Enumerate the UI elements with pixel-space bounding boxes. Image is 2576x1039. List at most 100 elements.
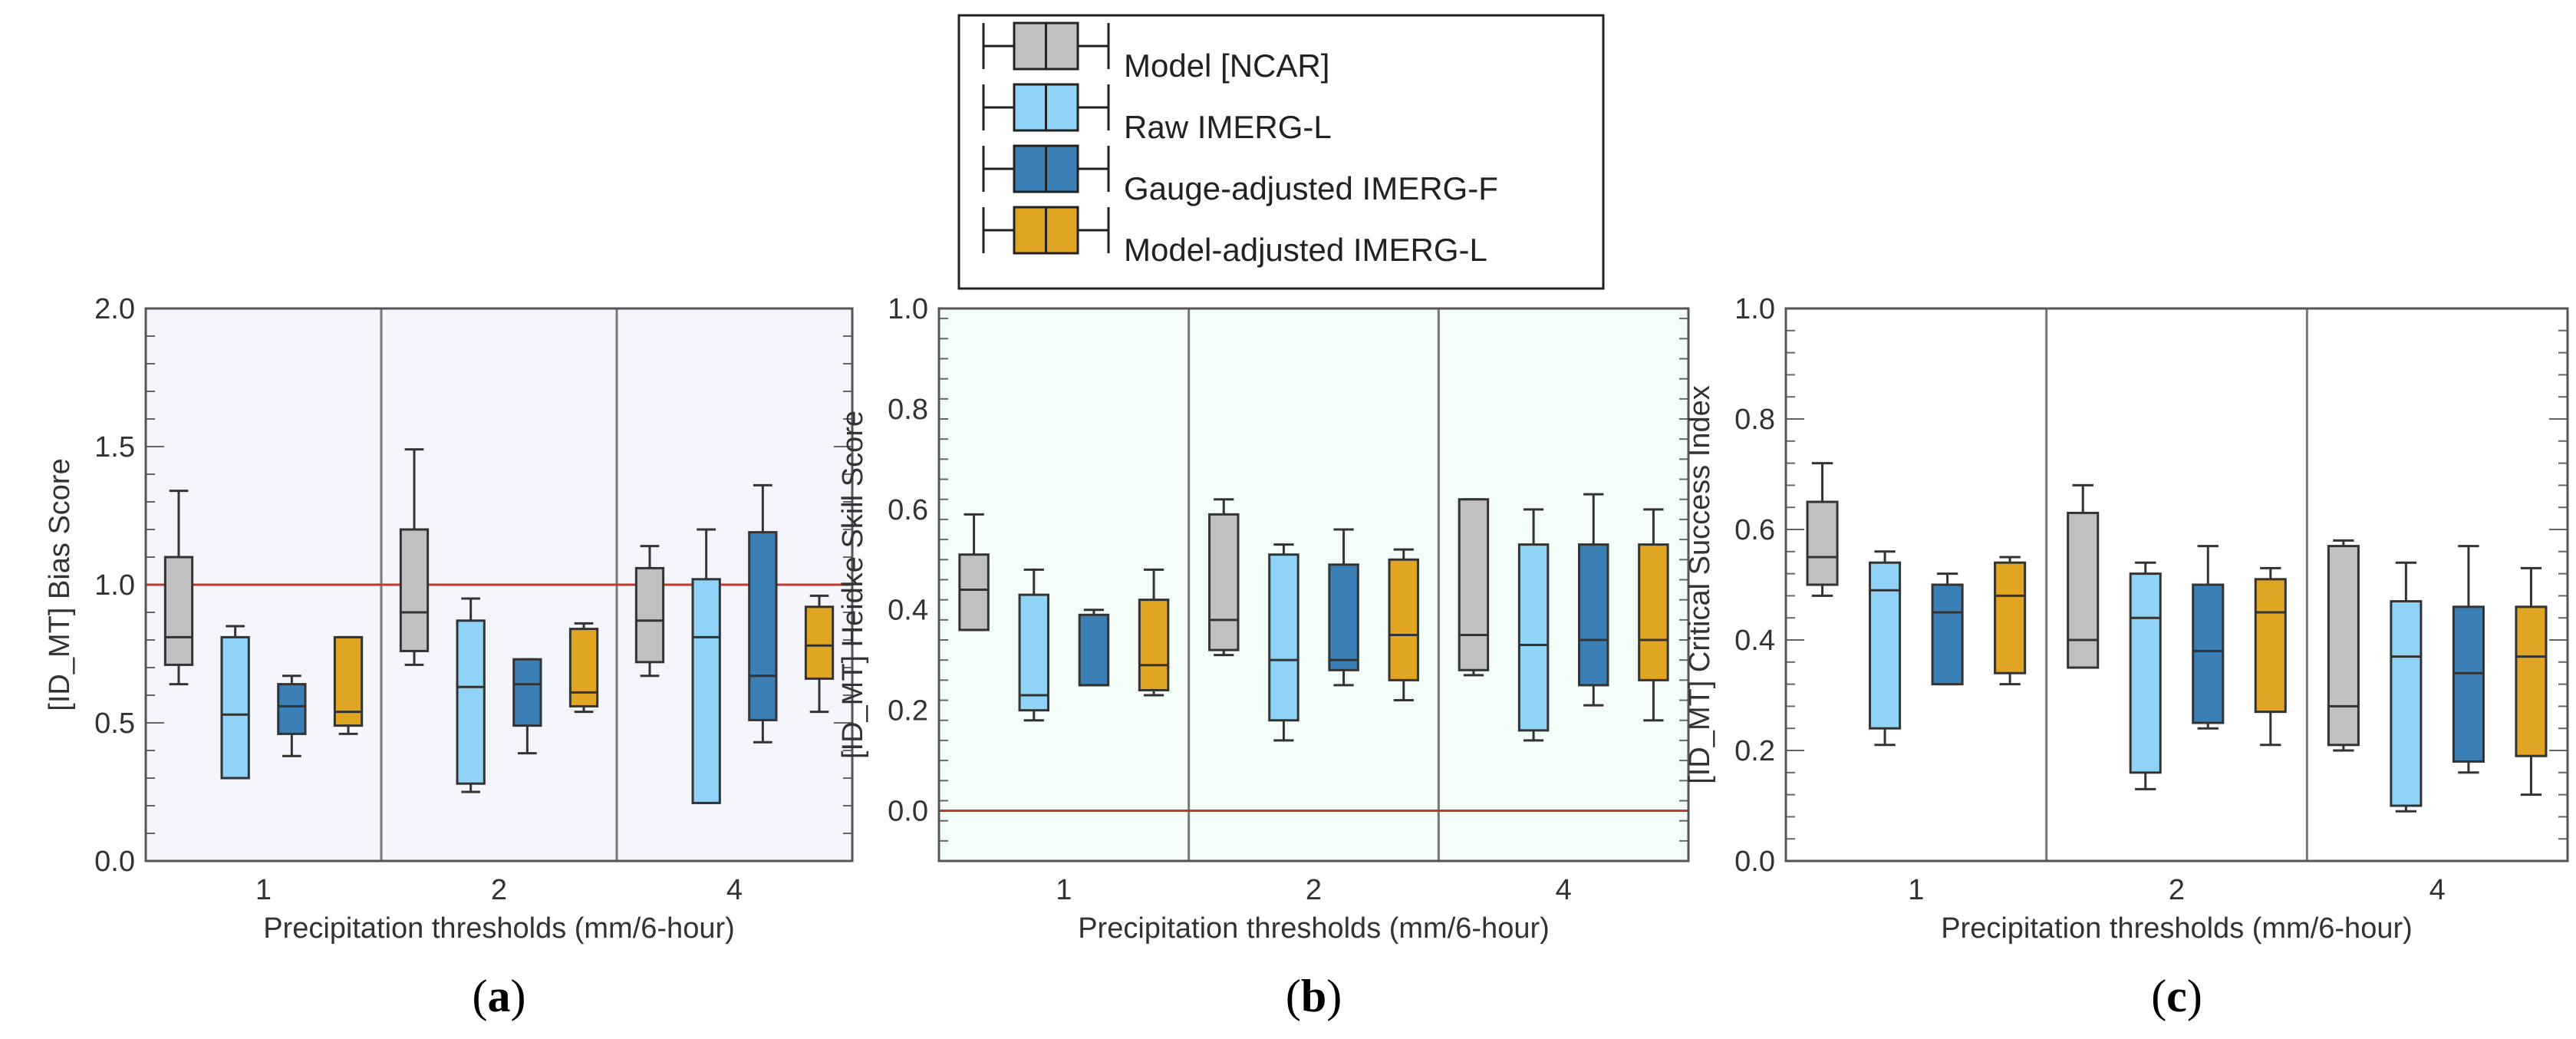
panel-a-box-gauge-imerg-f-2 — [512, 658, 542, 755]
box-iqr — [748, 531, 778, 721]
panel-b-ytick-label: 1.0 — [888, 293, 928, 325]
panel-a-box-raw-imerg-l-2 — [456, 597, 486, 793]
legend-label-raw: Raw IMERG-L — [1124, 109, 1332, 145]
panel-a-ylabel: [ID_MT] Bias Score — [44, 458, 76, 711]
panel-c-box-gauge-imerg-f-2 — [2192, 545, 2225, 730]
panel-b-ytick-label: 0.6 — [888, 494, 928, 526]
panel-a-ytick-label: 2.0 — [94, 293, 135, 325]
panel-a-xtick-1: 1 — [255, 874, 272, 906]
panel-b-box-gauge-imerg-f-2 — [1328, 528, 1359, 687]
panel-b-xtick-4: 4 — [1556, 874, 1572, 906]
box-iqr — [163, 556, 194, 666]
panel-b-box-raw-imerg-l-1 — [1018, 568, 1049, 722]
panel-c-box-raw-imerg-l-1 — [1869, 550, 1902, 747]
panel-c-box-model-adj-imerg-l-2 — [2254, 566, 2287, 747]
panel-c-box-model-4 — [2327, 539, 2360, 752]
box-iqr — [1138, 599, 1170, 691]
panel-c-ytick-label: 0.8 — [1734, 404, 1775, 436]
panel-a-box-gauge-imerg-f-1 — [277, 675, 307, 757]
box-iqr — [1268, 553, 1300, 722]
box-iqr — [2452, 605, 2485, 763]
box-iqr — [2192, 583, 2225, 724]
panel-c-background — [1786, 308, 2568, 861]
box-iqr — [1018, 593, 1049, 712]
box-iqr — [634, 566, 665, 664]
panel-a: 0.0 0.5 1.0 1.5 2.0 1 2 4 Precipitation thre… — [44, 293, 854, 1021]
box-iqr — [2254, 578, 2287, 714]
panel-b-box-model-1 — [958, 513, 990, 632]
legend: Model [NCAR] Raw IMERG-L Gauge-adjusted … — [957, 14, 1605, 290]
box-iqr — [2390, 600, 2423, 807]
panel-c-xtick-4: 4 — [2429, 874, 2446, 906]
box-iqr — [2515, 605, 2548, 757]
box-iqr — [456, 619, 486, 785]
panel-c-label: (c) — [2151, 971, 2202, 1021]
panel-c-xtick-1: 1 — [1908, 874, 1924, 906]
panel-c-box-model-2 — [2067, 483, 2100, 669]
panel-c-ytick-label: 1.0 — [1734, 293, 1775, 325]
panel-a-frame — [144, 307, 854, 863]
panel-c-ytick-label: 0.2 — [1734, 735, 1775, 767]
box-iqr — [1517, 543, 1550, 732]
panel-b-box-gauge-imerg-f-4 — [1578, 493, 1609, 707]
panel-c-box-model-adj-imerg-l-4 — [2515, 566, 2548, 797]
panel-b-box-model-adj-imerg-l-1 — [1138, 568, 1170, 697]
box-iqr — [2067, 511, 2100, 669]
panel-c-ytick-label: 0.4 — [1734, 625, 1775, 657]
box-iqr — [1328, 563, 1359, 671]
panel-c-box-model-1 — [1806, 462, 1839, 597]
box-iqr — [1931, 583, 1964, 686]
box-iqr — [1078, 613, 1110, 687]
panel-c-xtick-2: 2 — [2169, 874, 2185, 906]
panel-a-ytick-label: 0.5 — [94, 708, 135, 740]
panel-c-box-gauge-imerg-f-4 — [2452, 545, 2485, 774]
panel-b-box-model-adj-imerg-l-4 — [1638, 508, 1669, 722]
panel-a-box-model-2 — [399, 448, 430, 666]
panel-a-box-raw-imerg-l-4 — [691, 528, 721, 804]
panel-b-box-gauge-imerg-f-1 — [1078, 609, 1110, 687]
panel-a-box-model-4 — [634, 545, 665, 678]
panel-c-ytick-label: 0.0 — [1734, 846, 1775, 878]
panel-a-ytick-label: 1.5 — [94, 431, 135, 463]
box-iqr — [2129, 572, 2162, 774]
panel-c-box-raw-imerg-l-2 — [2129, 561, 2162, 790]
box-iqr — [2327, 545, 2360, 747]
legend-label-gauge: Gauge-adjusted IMERG-F — [1124, 170, 1498, 206]
panel-a-box-gauge-imerg-f-4 — [748, 483, 778, 744]
box-iqr — [1578, 543, 1609, 687]
panel-c-ytick-label: 0.6 — [1734, 514, 1775, 546]
box-iqr — [1994, 561, 2027, 675]
box-iqr — [1869, 561, 1902, 730]
box-iqr — [1806, 500, 1839, 586]
panel-a-xtick-4: 4 — [726, 874, 743, 906]
legend-label-modeladj: Model-adjusted IMERG-L — [1124, 232, 1487, 268]
legend-label-model: Model [NCAR] — [1124, 48, 1329, 84]
panel-b-ytick-label: 0.8 — [888, 394, 928, 426]
panel-a-box-model-adj-imerg-l-1 — [333, 635, 364, 735]
panel-c: 0.0 0.2 0.4 0.6 0.8 1.0 1 2 4 Precipitation t… — [1684, 293, 2569, 1021]
panel-b-ylabel: [ID_MT] Heidke Skill Score — [837, 411, 869, 759]
box-iqr — [1638, 543, 1669, 681]
panel-a-box-model-adj-imerg-l-2 — [568, 622, 599, 714]
panel-b-label: (b) — [1286, 971, 1342, 1021]
panel-a-ytick-label: 0.0 — [94, 846, 135, 878]
panel-a-box-raw-imerg-l-1 — [220, 625, 250, 780]
panel-b-box-raw-imerg-l-2 — [1268, 543, 1300, 742]
panel-a-ytick-label: 1.0 — [94, 569, 135, 602]
panel-c-xlabel: Precipitation thresholds (mm/6-hour) — [1941, 912, 2413, 945]
panel-c-frame — [1784, 307, 2569, 863]
panel-b: 0.0 0.2 0.4 0.6 0.8 1.0 1 2 4 Precipitation t… — [837, 293, 1690, 1021]
box-iqr — [512, 658, 542, 727]
panel-b-box-model-adj-imerg-l-2 — [1388, 548, 1419, 702]
panel-b-ytick-label: 0.4 — [888, 595, 928, 627]
panel-b-frame — [937, 307, 1690, 863]
panel-a-xtick-2: 2 — [491, 874, 507, 906]
panel-c-ylabel: [ID_MT] Critical Success Index — [1684, 385, 1716, 783]
panel-b-ytick-label: 0.2 — [888, 695, 928, 727]
box-iqr — [691, 578, 721, 804]
panel-b-xtick-2: 2 — [1306, 874, 1322, 906]
panel-b-ytick-label: 0.0 — [888, 796, 928, 828]
box-iqr — [568, 628, 599, 708]
panel-a-box-model-1 — [163, 490, 194, 686]
